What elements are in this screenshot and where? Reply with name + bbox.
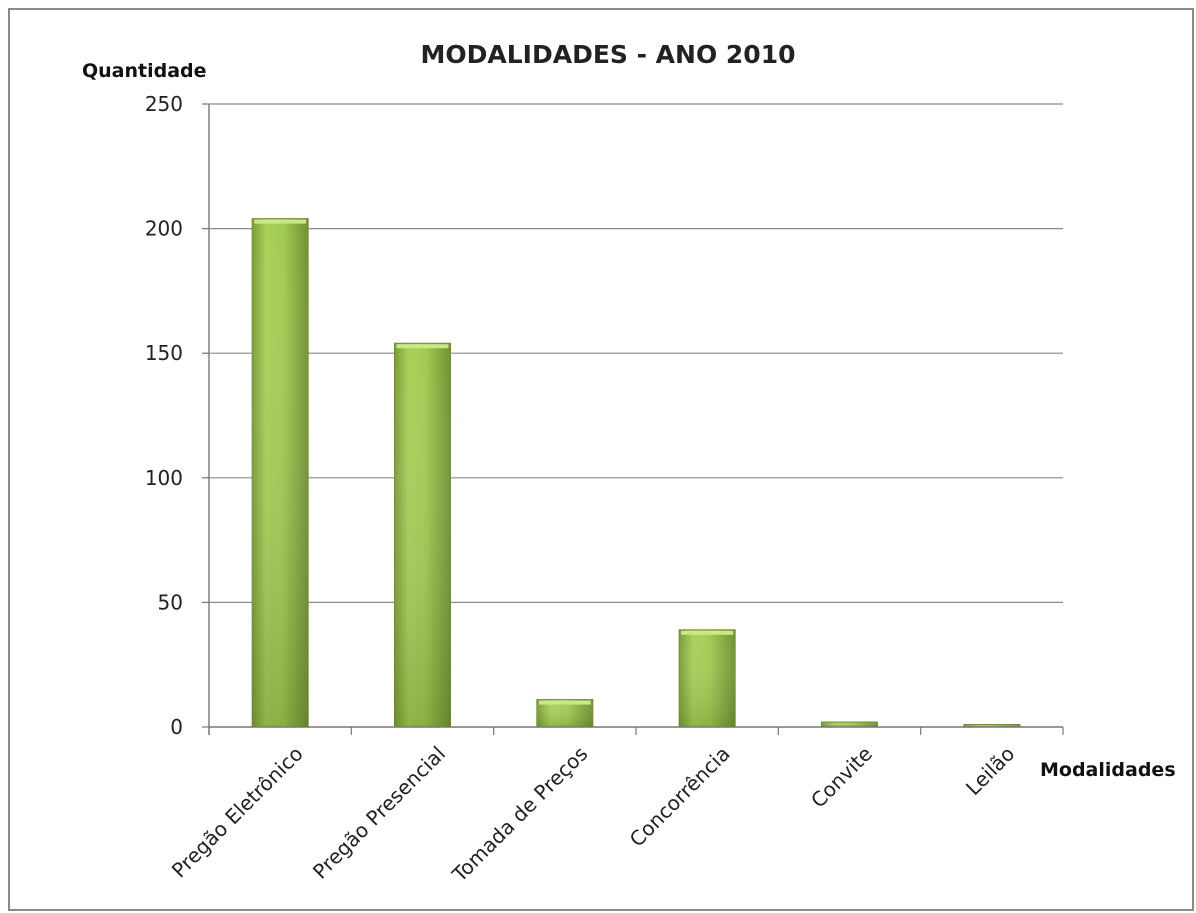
x-category-label: Convite	[806, 742, 877, 813]
bar	[821, 721, 878, 728]
bar-shade	[394, 343, 451, 727]
bar	[536, 699, 594, 728]
y-tick-label: 50	[158, 590, 183, 614]
bar-highlight	[538, 700, 591, 705]
y-axis-title: Quantidade	[82, 60, 207, 82]
chart-title: MODALIDADES - ANO 2010	[421, 40, 796, 69]
y-tick-label: 200	[145, 217, 183, 241]
bar-shade	[963, 724, 1020, 727]
bar-highlight	[681, 630, 734, 635]
bar	[678, 629, 736, 728]
bar	[394, 342, 451, 728]
x-category-label: Pregão Presencial	[308, 742, 450, 884]
x-category-label: Concorrência	[625, 742, 735, 852]
x-axis-title: Modalidades	[1040, 759, 1176, 781]
chart-frame	[8, 8, 1194, 911]
y-tick-label: 150	[145, 341, 183, 365]
x-category-label: Tomada de Preços	[447, 742, 593, 888]
bar-highlight	[396, 344, 449, 349]
y-tick-label: 100	[145, 466, 183, 490]
x-category-label: Pregão Eletrônico	[167, 742, 308, 883]
bar-shade	[252, 218, 309, 727]
bar	[251, 218, 309, 728]
bar-highlight	[254, 219, 307, 224]
y-tick-label: 250	[145, 92, 183, 116]
bar-shade	[821, 722, 878, 727]
x-category-label: Leilão	[961, 742, 1019, 800]
bar-shade	[679, 629, 736, 727]
y-tick-label: 0	[170, 715, 183, 739]
